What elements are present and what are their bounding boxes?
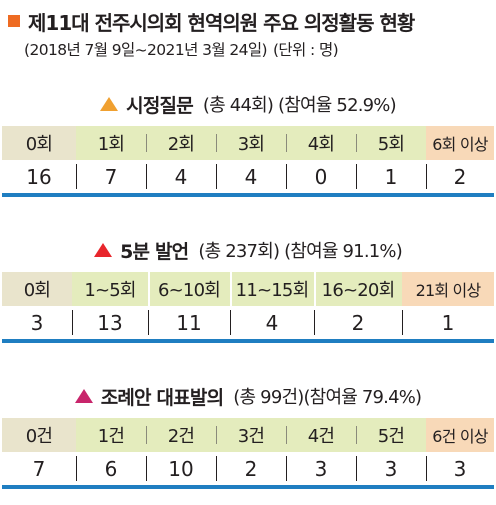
value-cell: 2: [216, 452, 286, 485]
section-title: 시정질문: [126, 94, 194, 117]
value-cell: 1: [356, 160, 426, 193]
section-five-minute-speech: 5분 발언 (총 237회) (참여율 91.1%) 0회 1~5회 6~10회 11~1…: [2, 234, 494, 343]
subtitle-row: (2018년 7월 9일~2021년 3월 24일) (단위 : 명): [8, 38, 492, 60]
section-heading: 시정질문 (총 44회) (참여율 52.9%): [2, 88, 494, 120]
value-cell: 3: [286, 452, 356, 485]
category-label: 0건: [2, 418, 76, 452]
value-cell: 2: [426, 160, 494, 193]
value-cell: 1: [402, 306, 494, 339]
category-label: 5건: [356, 418, 426, 452]
value-cell: 3: [30, 310, 44, 335]
value-cell: 4: [216, 160, 286, 193]
period-text: (2018년 7월 9일~2021년 3월 24일): [24, 41, 268, 59]
value-cell: 3: [356, 452, 426, 485]
category-label: 6~10회: [148, 272, 230, 306]
category-label: 5회: [356, 126, 426, 160]
category-label: 2회: [146, 126, 216, 160]
category-label: 3회: [216, 126, 286, 160]
value-cell: 4: [230, 306, 314, 339]
section-heading: 조례안 대표발의 (총 99건)(참여율 79.4%): [2, 380, 494, 412]
value-cell: 3: [426, 452, 494, 485]
section-summary: (총 237회) (참여율 91.1%): [198, 241, 402, 262]
category-label: 0회: [2, 272, 72, 306]
section-bottom-line: [2, 339, 494, 343]
value-cell: 6: [76, 452, 146, 485]
category-label: 21회 이상: [402, 272, 494, 306]
section-bottom-line: [2, 485, 494, 489]
section-summary: (총 44회) (참여율 52.9%): [202, 95, 397, 116]
category-label: 1건: [76, 418, 146, 452]
category-label: 2건: [146, 418, 216, 452]
category-label: 6회 이상: [426, 126, 494, 160]
section-ordinance-proposal: 조례안 대표발의 (총 99건)(참여율 79.4%) 0건 1건 2건 3건 4건 5건 6건…: [2, 380, 494, 489]
category-label: 4건: [286, 418, 356, 452]
title-row: 제11대 전주시의회 현역의원 주요 의정활동 현황: [8, 6, 492, 36]
value-cell: 10: [146, 452, 216, 485]
category-label: 1회: [76, 126, 146, 160]
category-label: 11~15회: [230, 272, 314, 306]
value-cell: 4: [146, 160, 216, 193]
value-cell: 0: [286, 160, 356, 193]
section-bottom-line: [2, 193, 494, 197]
triangle-icon: [100, 97, 119, 111]
value-cell: 11: [148, 306, 230, 339]
chart-title: 제11대 전주시의회 현역의원 주요 의정활동 현황: [28, 10, 415, 35]
category-row: 0회 1~5회 6~10회 11~15회 16~20회 21회 이상: [2, 272, 494, 306]
value-row: 7 6 10 2 3 3 3: [2, 452, 494, 485]
section-title: 5분 발언: [120, 240, 189, 263]
section-summary: (총 99건)(참여율 79.4%): [233, 387, 422, 408]
category-row: 0회 1회 2회 3회 4회 5회 6회 이상: [2, 126, 494, 160]
category-label: 0회: [2, 126, 76, 160]
value-cell: 7: [32, 456, 46, 481]
category-row: 0건 1건 2건 3건 4건 5건 6건 이상: [2, 418, 494, 452]
category-label: 4회: [286, 126, 356, 160]
chart-header: 제11대 전주시의회 현역의원 주요 의정활동 현황 (2018년 7월 9일~…: [8, 6, 492, 60]
value-cell: 16: [26, 164, 52, 189]
triangle-icon: [94, 243, 113, 257]
value-cell: 7: [76, 160, 146, 193]
category-label: 3건: [216, 418, 286, 452]
unit-text: (단위 : 명): [272, 41, 339, 59]
category-label: 6건 이상: [426, 418, 494, 452]
section-heading: 5분 발언 (총 237회) (참여율 91.1%): [2, 234, 494, 266]
triangle-icon: [74, 389, 93, 403]
value-row: 16 7 4 4 0 1 2: [2, 160, 494, 193]
section-title: 조례안 대표발의: [100, 386, 224, 409]
value-cell: 2: [314, 306, 402, 339]
value-row: 3 13 11 4 2 1: [2, 306, 494, 339]
value-cell: 13: [72, 306, 148, 339]
category-label: 16~20회: [314, 272, 402, 306]
category-label: 1~5회: [72, 272, 148, 306]
title-square-icon: [8, 15, 20, 27]
section-city-question: 시정질문 (총 44회) (참여율 52.9%) 0회 1회 2회 3회 4회 5회 6회 이상…: [2, 88, 494, 197]
